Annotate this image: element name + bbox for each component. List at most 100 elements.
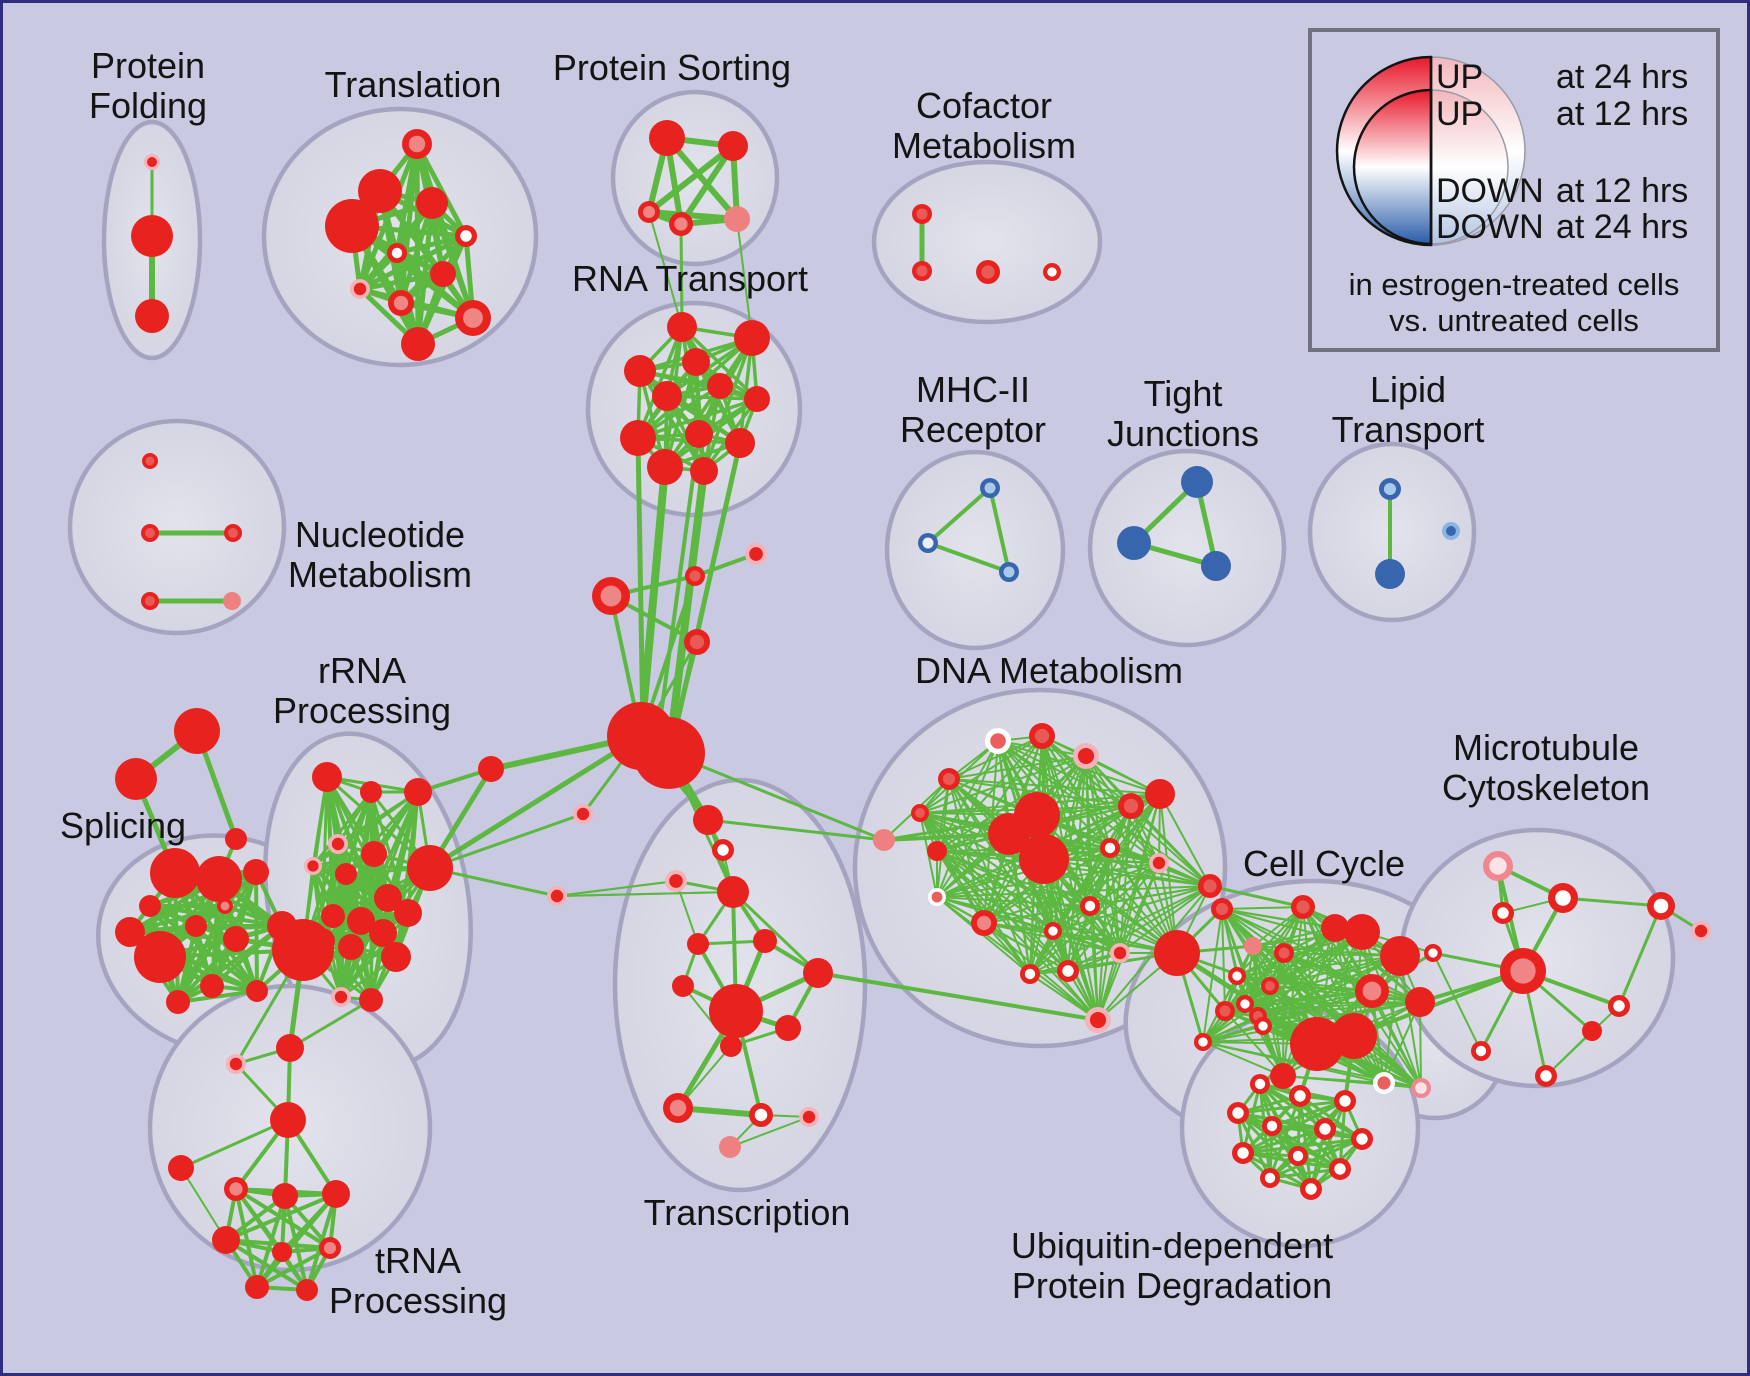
node bbox=[141, 592, 159, 610]
node bbox=[1198, 874, 1222, 898]
legend-row-direction: UP bbox=[1436, 95, 1483, 133]
cluster-label-rrna-processing: rRNA Processing bbox=[273, 650, 451, 731]
node bbox=[1314, 1118, 1336, 1140]
legend-box bbox=[1308, 28, 1720, 352]
edge bbox=[148, 904, 284, 928]
edge bbox=[255, 1246, 332, 1289]
node bbox=[1080, 896, 1100, 916]
legend: UP UP DOWN DOWN at 24 hrs at 12 hrs at 1… bbox=[1308, 28, 1720, 352]
node bbox=[1379, 478, 1401, 500]
node bbox=[1201, 551, 1231, 581]
nodes-rna-transport bbox=[620, 312, 770, 485]
edge bbox=[1361, 931, 1422, 1089]
edge bbox=[1089, 885, 1211, 907]
cluster-label-tight-junctions: Tight Junctions bbox=[1107, 373, 1259, 454]
edge bbox=[983, 862, 1160, 924]
nodes-ubiquitin-degradation bbox=[1227, 1074, 1373, 1200]
node bbox=[709, 984, 763, 1038]
edge bbox=[636, 397, 759, 440]
node bbox=[381, 942, 411, 972]
edge bbox=[936, 896, 1091, 907]
node bbox=[270, 1102, 306, 1138]
node bbox=[712, 839, 734, 861]
edge bbox=[1236, 1111, 1272, 1180]
edge bbox=[665, 467, 708, 757]
edge bbox=[288, 998, 373, 1050]
edge bbox=[936, 850, 1178, 954]
edge bbox=[176, 924, 198, 1004]
node bbox=[1548, 883, 1578, 913]
nodes-translation bbox=[325, 129, 491, 361]
nodes-lipid-transport bbox=[1375, 478, 1460, 589]
node bbox=[719, 1136, 741, 1158]
cluster-ellipse-tight-junctions bbox=[1087, 448, 1287, 648]
cluster-label-transcription: Transcription bbox=[644, 1192, 851, 1233]
node bbox=[1608, 995, 1630, 1017]
node bbox=[1260, 1168, 1280, 1188]
node bbox=[1145, 779, 1175, 809]
edge bbox=[176, 937, 238, 1004]
node bbox=[745, 543, 767, 565]
node bbox=[684, 629, 710, 655]
node bbox=[725, 428, 755, 458]
node bbox=[753, 929, 777, 953]
node bbox=[638, 201, 660, 223]
legend-dial-half bbox=[1352, 88, 1433, 246]
legend-row-time: at 12 hrs bbox=[1556, 172, 1688, 210]
edge bbox=[679, 222, 684, 329]
edge bbox=[1221, 906, 1304, 910]
edge bbox=[636, 325, 684, 440]
node bbox=[775, 1015, 801, 1041]
legend-dial-half bbox=[1430, 89, 1509, 245]
node bbox=[335, 863, 357, 885]
edge bbox=[1052, 930, 1121, 954]
edge bbox=[667, 751, 886, 842]
node bbox=[976, 260, 1000, 284]
node bbox=[1215, 1001, 1235, 1021]
nodes-transcription bbox=[547, 805, 833, 1158]
node bbox=[687, 933, 709, 955]
edge bbox=[1236, 955, 1401, 977]
edge bbox=[311, 790, 373, 868]
edge bbox=[1241, 1127, 1327, 1155]
node bbox=[1019, 834, 1069, 884]
edge bbox=[414, 141, 469, 239]
legend-row-time: at 24 hrs bbox=[1556, 208, 1688, 246]
legend-note-line: in estrogen-treated cells bbox=[1349, 267, 1680, 302]
node bbox=[647, 449, 683, 485]
node bbox=[749, 1103, 773, 1127]
nodes-cell-cycle bbox=[1194, 895, 1435, 1098]
node bbox=[1647, 892, 1675, 920]
node bbox=[1500, 948, 1546, 994]
node bbox=[1492, 902, 1514, 924]
node bbox=[1110, 943, 1130, 963]
edge bbox=[1043, 858, 1211, 887]
node bbox=[225, 828, 247, 850]
edge bbox=[1241, 1137, 1364, 1155]
node bbox=[620, 420, 656, 456]
node bbox=[1405, 987, 1435, 1017]
legend-row-time: at 12 hrs bbox=[1556, 95, 1688, 133]
node bbox=[321, 904, 345, 928]
node bbox=[685, 420, 713, 448]
edge bbox=[1269, 985, 1421, 1003]
node bbox=[1236, 995, 1254, 1013]
edge bbox=[556, 880, 677, 897]
node bbox=[134, 931, 186, 983]
cluster-ellipse-nucleotide-metabolism bbox=[67, 418, 287, 636]
legend-row-direction: DOWN bbox=[1436, 208, 1544, 246]
node bbox=[1154, 930, 1200, 976]
node bbox=[226, 1054, 246, 1074]
node bbox=[1262, 1116, 1282, 1136]
node bbox=[196, 856, 242, 902]
edge bbox=[1269, 955, 1401, 987]
edge bbox=[1561, 896, 1663, 908]
edge bbox=[646, 143, 736, 215]
node bbox=[1380, 936, 1420, 976]
node bbox=[1288, 1146, 1308, 1166]
node bbox=[1073, 743, 1099, 769]
edge bbox=[655, 432, 701, 746]
edge bbox=[1268, 1094, 1302, 1180]
